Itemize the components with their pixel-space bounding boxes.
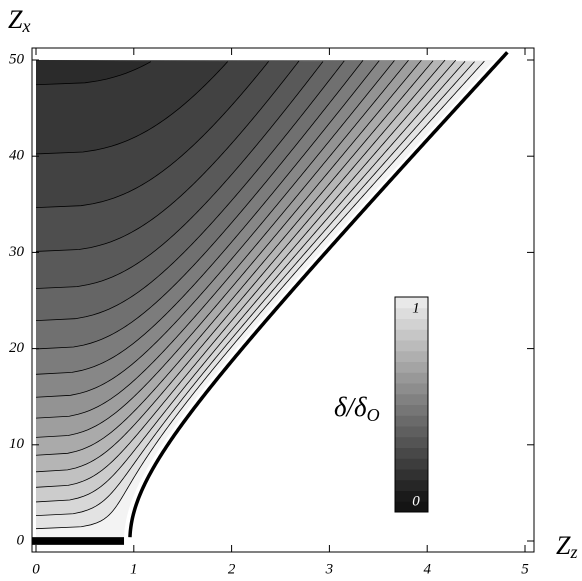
colorbar-step bbox=[395, 318, 428, 330]
colorbar-step bbox=[395, 469, 428, 481]
plot-area bbox=[32, 51, 509, 545]
y-axis-label: Zx bbox=[8, 5, 30, 36]
colorbar-step bbox=[395, 297, 428, 309]
x-label-main: Z bbox=[556, 531, 571, 560]
contour-line bbox=[35, 61, 228, 155]
x-axis-label: Zz bbox=[556, 531, 577, 562]
colorbar: 01 bbox=[394, 296, 429, 513]
contour-line bbox=[35, 60, 300, 252]
contour-line bbox=[35, 61, 475, 517]
x-tick-label: 4 bbox=[423, 561, 431, 577]
y-label-main: Z bbox=[8, 5, 23, 34]
colorbar-label-main: δ/δ bbox=[334, 392, 367, 422]
contour-line bbox=[35, 60, 380, 375]
colorbar-step bbox=[395, 458, 428, 470]
x-tick-label: 5 bbox=[521, 561, 529, 577]
contour-line bbox=[35, 60, 345, 322]
x-tick-label: 1 bbox=[130, 561, 138, 577]
contour-line bbox=[35, 60, 395, 398]
colorbar-step bbox=[395, 479, 428, 491]
colorbar-label: δ/δO bbox=[334, 392, 380, 425]
contour-line bbox=[35, 60, 434, 456]
contour-line bbox=[35, 61, 152, 86]
colorbar-step bbox=[395, 383, 428, 395]
colorbar-step bbox=[395, 501, 428, 513]
colorbar-tick-label: 0 bbox=[412, 493, 420, 509]
y-tick-label: 40 bbox=[9, 148, 25, 164]
colorbar-step bbox=[395, 415, 428, 427]
bottom-strip bbox=[32, 537, 125, 545]
colorbar-frame bbox=[394, 296, 429, 513]
y-tick-label: 20 bbox=[9, 340, 25, 356]
contour-line bbox=[35, 60, 422, 438]
contour-line bbox=[35, 61, 466, 503]
contour-band bbox=[36, 60, 151, 85]
x-tick-label: 3 bbox=[325, 561, 334, 577]
colorbar-step bbox=[395, 340, 428, 352]
x-tick-label: 2 bbox=[228, 561, 236, 577]
colorbar-step bbox=[395, 404, 428, 416]
contour-line bbox=[35, 61, 324, 289]
colorbar-step bbox=[395, 447, 428, 459]
contour-line bbox=[35, 59, 457, 488]
contour-line bbox=[35, 61, 269, 208]
contour-line bbox=[35, 60, 485, 530]
frame bbox=[31, 47, 535, 553]
colorbar-step bbox=[395, 372, 428, 384]
colorbar-step bbox=[395, 393, 428, 405]
y-tick-label: 30 bbox=[8, 244, 25, 260]
y-label-sub: x bbox=[21, 16, 30, 36]
boundary-line bbox=[128, 51, 509, 538]
colorbar-step bbox=[395, 350, 428, 362]
colorbar-step bbox=[395, 361, 428, 373]
colorbar-step bbox=[395, 307, 428, 319]
colorbar-step bbox=[395, 329, 428, 341]
colorbar-tick-label: 1 bbox=[412, 300, 420, 316]
colorbar-label-sub: O bbox=[367, 405, 380, 425]
y-tick-label: 50 bbox=[9, 51, 25, 67]
colorbar-step bbox=[395, 490, 428, 502]
x-label-sub: z bbox=[569, 542, 577, 562]
colorbar-step bbox=[395, 426, 428, 438]
y-tick-label: 10 bbox=[9, 436, 25, 452]
contour-band bbox=[36, 60, 228, 154]
contour-line bbox=[35, 60, 364, 350]
y-tick-label: 0 bbox=[17, 532, 25, 548]
contour-line bbox=[35, 60, 409, 419]
x-tick-label: 0 bbox=[32, 561, 40, 577]
contour-line bbox=[35, 59, 446, 473]
colorbar-step bbox=[395, 436, 428, 448]
